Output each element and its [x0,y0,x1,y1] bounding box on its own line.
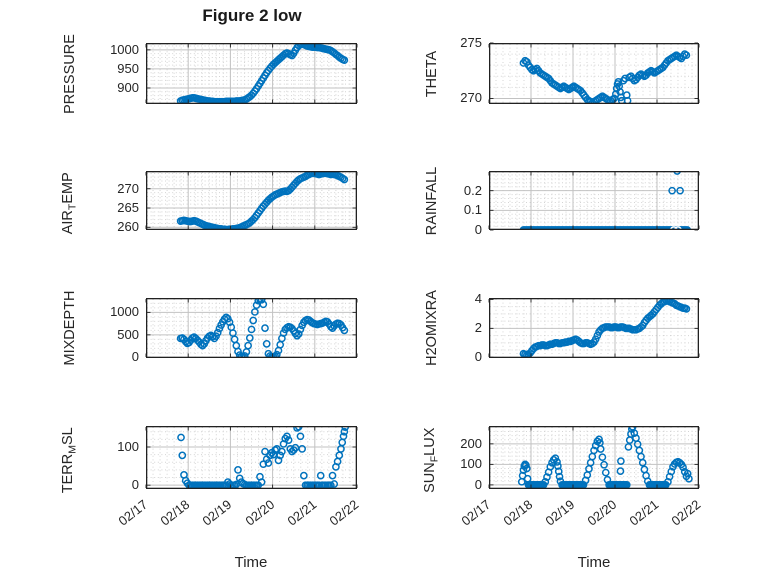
tick-marks [488,172,700,231]
minor-grid [490,44,698,103]
data-points [519,50,691,104]
y-tick-label: 950 [117,60,139,76]
tick-marks [488,427,700,488]
y-tick-label: 270 [460,90,482,106]
y-tick-label: 2 [474,320,482,336]
major-grid [490,172,698,229]
data-points [519,298,691,358]
x-axis-label-left: Time [234,554,268,571]
axes-frame [145,42,357,105]
minor-grid [147,427,356,488]
y-tick-label: 500 [117,326,139,342]
tick-marks [145,44,358,103]
axes-frame [145,297,357,359]
subplot-air-temp: 260 265 270 AIRTEMP [60,170,358,234]
subplot-h2omixra: 0 2 4 H2OMIXRA [424,290,700,366]
tick-marks [145,172,358,229]
subplot-sun-flux: 0 100 200 SUNFLUX 02/17 02/18 02/19 02/20 02/21 0… [422,425,703,529]
y-tick-label: 0 [474,349,482,365]
tick-marks [488,298,700,358]
subplot-rainfall: 0 0.1 0.2 RAINFALL [424,166,700,237]
tick-marks [488,42,700,103]
y-tick-label: 0.2 [463,182,482,198]
minor-grid [147,299,356,357]
y-tick-label: 0.1 [463,202,482,218]
subplot-pressure: 900 950 1000 PRESSURE [62,34,358,113]
y-tick-label: 4 [474,291,482,307]
data-points [519,171,692,230]
y-tick-label: 260 [117,219,139,235]
y-tick-label: 100 [460,456,482,472]
x-axis-label-right: Time [577,554,611,571]
axes-frame [145,425,357,490]
axes-frame [488,170,699,231]
minor-grid [490,427,698,488]
axes-frame [488,297,699,359]
data-points [177,426,350,489]
y-tick-label: 1000 [110,304,139,320]
major-grid [147,44,356,103]
major-grid [147,172,356,229]
y-tick-label: 900 [117,79,139,95]
subplot-mixdepth: 0 500 1000 MIXDEPTH [62,291,358,365]
y-tick-label: 0 [131,349,139,365]
tick-marks [145,299,358,358]
subplot-theta: 270 275 THETA [424,36,700,105]
y-tick-label: 0 [474,476,482,492]
y-tick-label: 270 [117,180,139,196]
y-tick-label: 200 [460,435,482,451]
figure-title: Figure 2 low [202,6,302,25]
subplot-terr-msl: 0 100 TERRMSL 02/17 02/18 02/19 02/20 02/21 02/2… [60,425,361,529]
y-tick-label: 0 [474,222,482,237]
y-tick-label: 100 [117,439,139,454]
y-tick-label: 275 [460,35,482,50]
tick-marks [145,427,358,488]
major-grid [490,299,698,357]
y-tick-label: 265 [117,200,139,216]
axes-frame [488,42,699,105]
axes-frame [145,170,357,231]
y-axis-label: TERRMSL [59,426,79,493]
axes-frame [488,425,699,490]
minor-grid [490,172,698,229]
y-tick-label: 0 [131,477,139,493]
y-tick-label: 1000 [110,41,139,57]
